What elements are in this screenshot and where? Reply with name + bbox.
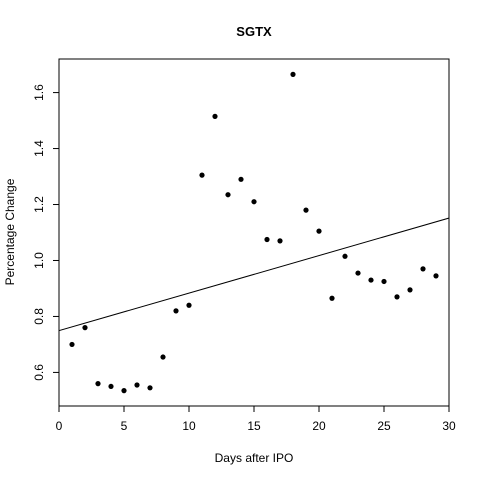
data-point — [238, 176, 244, 182]
data-point — [329, 295, 335, 301]
data-point — [394, 294, 400, 300]
data-point — [95, 381, 101, 387]
y-axis: 0.6 0.8 1.0 1.2 1.4 1.6 — [32, 84, 60, 381]
data-point — [381, 278, 387, 285]
data-point — [160, 354, 166, 360]
y-tick-label: 1.2 — [32, 196, 46, 213]
data-point — [69, 341, 75, 348]
data-point — [173, 308, 179, 314]
trendline-layer — [59, 217, 449, 332]
data-point — [212, 113, 218, 119]
data-point — [134, 382, 140, 388]
trend-line — [59, 217, 449, 332]
data-point — [342, 253, 348, 259]
data-point — [355, 270, 361, 276]
data-point — [251, 199, 257, 205]
y-tick-label: 0.8 — [32, 308, 46, 325]
y-axis-label: Percentage Change — [3, 178, 17, 285]
y-tick-label: 1.0 — [32, 252, 46, 269]
x-tick-label: 5 — [121, 419, 128, 433]
x-tick-label: 20 — [312, 419, 326, 433]
data-point — [121, 388, 127, 394]
data-point — [407, 287, 413, 293]
y-tick-label: 1.6 — [32, 84, 46, 101]
y-tick-label: 0.6 — [32, 364, 46, 381]
data-point — [420, 266, 426, 272]
x-tick-label: 25 — [377, 419, 391, 433]
data-point — [316, 228, 322, 234]
data-point — [225, 192, 231, 198]
y-tick-label: 1.4 — [32, 140, 46, 157]
data-point — [199, 172, 205, 178]
data-point — [433, 273, 439, 279]
x-tick-label: 30 — [442, 419, 456, 433]
x-tick-label: 15 — [247, 419, 261, 433]
data-point — [186, 302, 192, 308]
chart-title: SGTX — [236, 24, 272, 39]
data-point — [147, 385, 153, 391]
x-axis-label: Days after IPO — [215, 451, 294, 465]
data-point — [303, 207, 309, 213]
data-point — [82, 325, 88, 331]
x-tick-label: 10 — [182, 419, 196, 433]
data-point — [264, 236, 270, 243]
x-axis: 0 5 10 15 20 25 30 — [56, 405, 456, 433]
data-points — [69, 71, 439, 394]
data-point — [368, 277, 374, 283]
plot-frame — [58, 58, 450, 407]
data-point — [290, 71, 296, 77]
data-point — [277, 238, 283, 244]
data-point — [108, 383, 114, 390]
x-tick-label: 0 — [56, 419, 63, 433]
